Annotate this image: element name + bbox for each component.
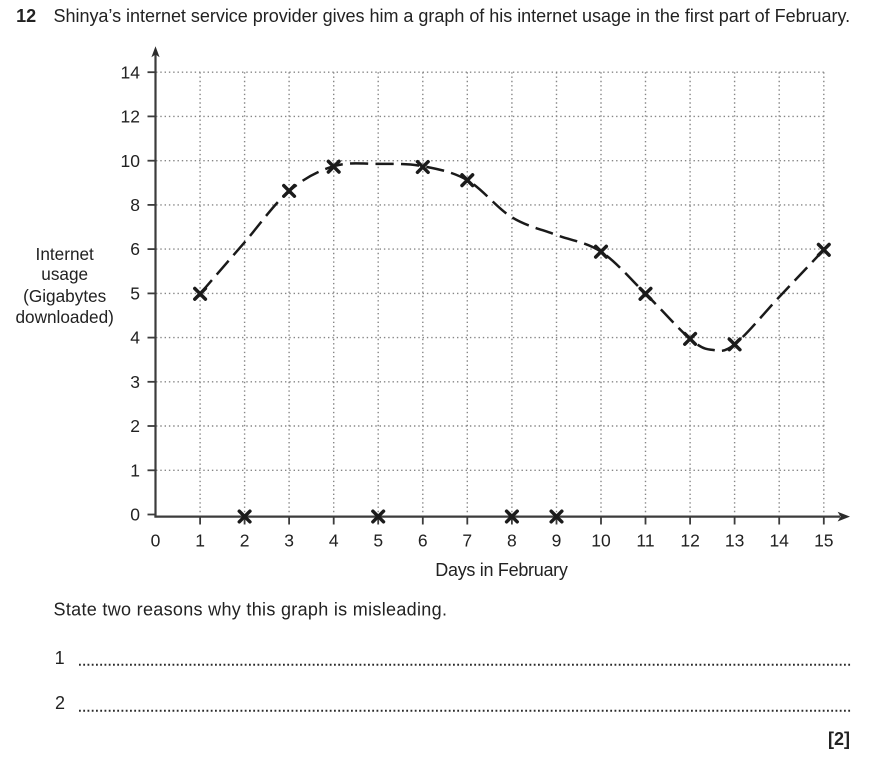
svg-text:1: 1	[55, 648, 65, 668]
svg-text:State two reasons why this gra: State two reasons why this graph is misl…	[54, 600, 448, 620]
svg-text:3: 3	[284, 531, 294, 551]
svg-text:8: 8	[130, 195, 140, 215]
svg-text:8: 8	[507, 531, 517, 551]
svg-text:10: 10	[121, 151, 141, 171]
svg-text:14: 14	[121, 62, 141, 82]
svg-text:1: 1	[130, 460, 140, 480]
svg-text:6: 6	[418, 531, 428, 551]
svg-text:12: 12	[16, 6, 36, 26]
svg-text:15: 15	[814, 531, 833, 551]
svg-text:10: 10	[591, 531, 611, 551]
svg-text:5: 5	[130, 284, 140, 304]
svg-text:6: 6	[130, 239, 140, 259]
svg-text:Internet: Internet	[36, 244, 95, 264]
svg-text:11: 11	[636, 531, 654, 551]
svg-text:[2]: [2]	[828, 729, 850, 749]
svg-text:Shinya’s internet service prov: Shinya’s internet service provider gives…	[54, 6, 851, 26]
svg-text:4: 4	[329, 531, 339, 551]
svg-text:0: 0	[151, 531, 161, 551]
svg-text:2: 2	[55, 693, 65, 713]
svg-text:12: 12	[680, 531, 699, 551]
svg-text:7: 7	[462, 531, 472, 551]
svg-text:0: 0	[130, 505, 140, 525]
svg-text:13: 13	[725, 531, 744, 551]
svg-text:2: 2	[130, 416, 140, 436]
svg-text:4: 4	[130, 328, 140, 348]
svg-text:5: 5	[373, 531, 383, 551]
svg-text:12: 12	[121, 107, 140, 127]
svg-text:usage: usage	[41, 264, 88, 284]
svg-text:2: 2	[240, 531, 250, 551]
svg-text:downloaded): downloaded)	[15, 307, 113, 327]
svg-text:Days in February: Days in February	[435, 560, 568, 580]
svg-text:14: 14	[769, 531, 789, 551]
svg-text:(Gigabytes: (Gigabytes	[23, 286, 106, 306]
svg-text:9: 9	[552, 531, 562, 551]
svg-text:1: 1	[195, 531, 205, 551]
svg-text:3: 3	[130, 372, 140, 392]
